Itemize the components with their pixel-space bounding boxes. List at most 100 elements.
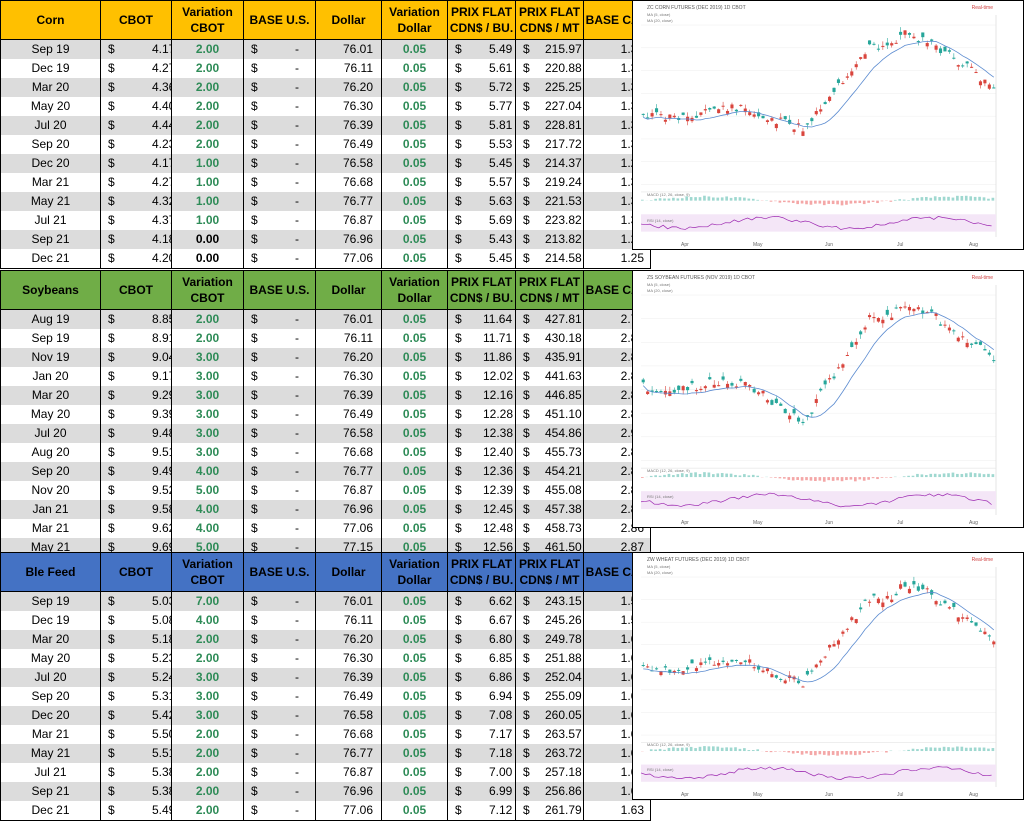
candle-body xyxy=(966,61,969,63)
macd-bar xyxy=(907,476,910,477)
prix-bu-cell: $7.18 xyxy=(448,744,516,763)
prix-mt-cell: $427.81 xyxy=(516,310,584,330)
prix-bu-cell: $6.62 xyxy=(448,592,516,612)
macd-bar xyxy=(827,751,830,755)
table-row: Sep 21$4.180.00$-76.960.05$5.43$213.821.… xyxy=(1,230,651,249)
month-cell: Jan 21 xyxy=(1,500,101,519)
cbot-cell: $4.27 xyxy=(101,173,172,192)
table-row: May 20$9.393.00$-76.490.05$12.28$451.102… xyxy=(1,405,651,424)
candle-body xyxy=(921,32,924,37)
ble-feed-table: Ble Feed CBOT Variation CBOT BASE U.S. D… xyxy=(0,552,651,821)
candle-body xyxy=(664,666,667,667)
macd-bar xyxy=(743,474,746,477)
macd-bar xyxy=(699,474,702,477)
macd-bar xyxy=(934,748,937,751)
macd-bar xyxy=(734,475,737,477)
candle-body xyxy=(739,662,742,664)
macd-bar xyxy=(823,751,826,755)
x-axis-label: Jun xyxy=(825,792,833,798)
ble-feed-price-chart: ZW WHEAT FUTURES (DEC 2019) 1D CBOT Real… xyxy=(632,552,1024,800)
candle-body xyxy=(899,307,902,308)
base-us-cell: $- xyxy=(244,462,316,481)
candle-body xyxy=(877,318,880,322)
dollar-cell: 77.06 xyxy=(316,249,382,269)
candle-body xyxy=(753,667,756,668)
prix-bu-cell: $5.57 xyxy=(448,173,516,192)
candle-body xyxy=(690,660,693,664)
macd-bar xyxy=(703,746,706,751)
candle-body xyxy=(926,43,929,46)
macd-bar xyxy=(938,748,941,751)
cbot-cell: $9.48 xyxy=(101,424,172,443)
candle-body xyxy=(770,118,773,121)
x-axis-label: Aug xyxy=(969,242,978,248)
month-cell: Jul 20 xyxy=(1,116,101,135)
macd-bar xyxy=(819,477,822,481)
candle-body xyxy=(872,44,875,45)
prix-bu-cell: $11.64 xyxy=(448,310,516,330)
dollar-cell: 76.87 xyxy=(316,211,382,230)
cbot-cell: $5.38 xyxy=(101,763,172,782)
dollar-cell: 76.96 xyxy=(316,230,382,249)
candle-body xyxy=(726,384,729,388)
table-row: Dec 19$5.084.00$-76.110.05$6.67$245.261.… xyxy=(1,611,651,630)
candle-body xyxy=(646,117,649,118)
macd-bar xyxy=(748,475,751,477)
variation-cbot-cell: 3.00 xyxy=(172,706,244,725)
base-us-cell: $- xyxy=(244,481,316,500)
macd-bar xyxy=(690,747,693,751)
macd-bar xyxy=(677,198,680,200)
candle-body xyxy=(908,33,911,35)
candle-body xyxy=(864,54,867,59)
macd-bar xyxy=(694,197,697,201)
candle-body xyxy=(824,102,827,104)
variation-dollar-cell: 0.05 xyxy=(382,230,448,249)
candle-body xyxy=(819,389,822,391)
base-us-cell: $- xyxy=(244,519,316,538)
variation-dollar-cell: 0.05 xyxy=(382,135,448,154)
dollar-cell: 76.39 xyxy=(316,386,382,405)
soybeans-table: Soybeans CBOT Variation CBOT BASE U.S. D… xyxy=(0,270,651,558)
macd-bar xyxy=(934,196,937,200)
prix-bu-cell: $12.36 xyxy=(448,462,516,481)
variation-cbot-cell: 2.00 xyxy=(172,725,244,744)
macd-bar xyxy=(956,746,959,751)
candle-body xyxy=(757,392,760,394)
candle-body xyxy=(921,585,924,589)
macd-bar xyxy=(912,198,915,201)
base-us-cell: $- xyxy=(244,116,316,135)
candle-body xyxy=(726,663,729,665)
table-row: Dec 21$4.200.00$-77.060.05$5.45$214.581.… xyxy=(1,249,651,269)
candle-body xyxy=(988,85,991,89)
variation-cbot-cell: 3.00 xyxy=(172,367,244,386)
prix-mt-cell: $257.18 xyxy=(516,763,584,782)
table-row: Sep 19$4.172.00$-76.010.05$5.49$215.971.… xyxy=(1,40,651,60)
macd-bar xyxy=(947,197,950,201)
chart-title: ZS SOYBEAN FUTURES (NOV 2019) 1D CBOT xyxy=(647,275,755,281)
candle-body xyxy=(673,116,676,117)
month-cell: Sep 21 xyxy=(1,782,101,801)
candle-body xyxy=(806,123,809,124)
dollar-cell: 76.20 xyxy=(316,78,382,97)
candle-body xyxy=(824,380,827,384)
macd-bar xyxy=(672,747,675,751)
candle-body xyxy=(850,342,853,347)
candle-body xyxy=(784,116,787,119)
macd-bar xyxy=(730,474,733,477)
macd-bar xyxy=(836,477,839,480)
month-cell: Dec 21 xyxy=(1,801,101,821)
corn-table-body: Sep 19$4.172.00$-76.010.05$5.49$215.971.… xyxy=(1,40,651,269)
cbot-cell: $4.32 xyxy=(101,192,172,211)
macd-bar xyxy=(685,474,688,477)
macd-bar xyxy=(974,197,977,201)
moving-average-line xyxy=(643,312,994,417)
macd-bar xyxy=(938,474,941,477)
macd-bar xyxy=(774,477,777,478)
macd-bar xyxy=(894,200,897,201)
candle-body xyxy=(642,114,645,115)
variation-dollar-cell: 0.05 xyxy=(382,500,448,519)
base-us-cell: $- xyxy=(244,348,316,367)
dollar-cell: 76.58 xyxy=(316,706,382,725)
prix-mt-cell: $446.85 xyxy=(516,386,584,405)
prix-bu-cell: $12.40 xyxy=(448,443,516,462)
